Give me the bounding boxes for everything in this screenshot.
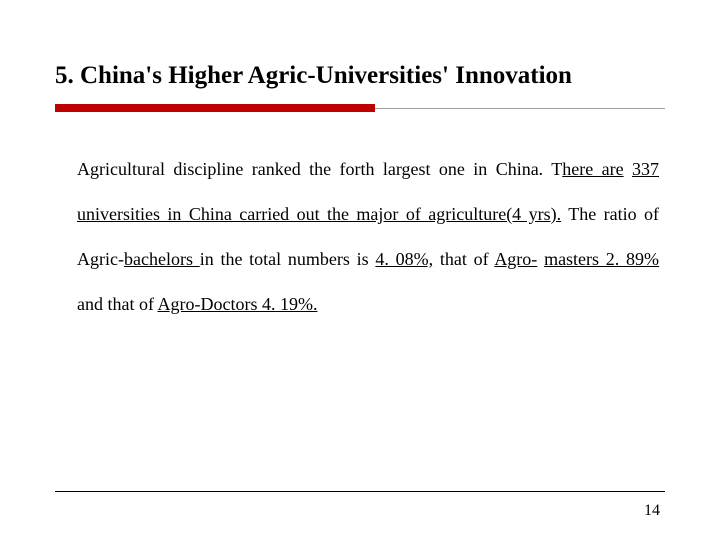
slide: 5. China's Higher Agric-Universities' In… — [0, 0, 720, 540]
text-run-underline: here are — [562, 159, 623, 179]
text-run: that of — [433, 249, 494, 269]
text-run-underline: 4. 08%, — [375, 249, 433, 269]
text-run: Agricultural discipline ranked the forth… — [77, 159, 562, 179]
gray-divider-line — [375, 108, 665, 109]
slide-title: 5. China's Higher Agric-Universities' In… — [55, 62, 665, 90]
page-number: 14 — [644, 502, 660, 520]
text-run-underline: bachelors — [124, 249, 200, 269]
text-run-underline: Agro- — [494, 249, 537, 269]
footer-divider — [55, 491, 665, 492]
text-run-underline: Agro-Doctors 4. 19%. — [157, 294, 317, 314]
red-accent-bar — [55, 104, 375, 112]
text-run-underline: masters 2. 89% — [544, 249, 659, 269]
text-run: and that of — [77, 294, 157, 314]
text-run: The — [561, 204, 596, 224]
body-paragraph: Agricultural discipline ranked the forth… — [55, 147, 665, 327]
title-underline — [55, 104, 665, 112]
text-run: in the total numbers is — [200, 249, 376, 269]
